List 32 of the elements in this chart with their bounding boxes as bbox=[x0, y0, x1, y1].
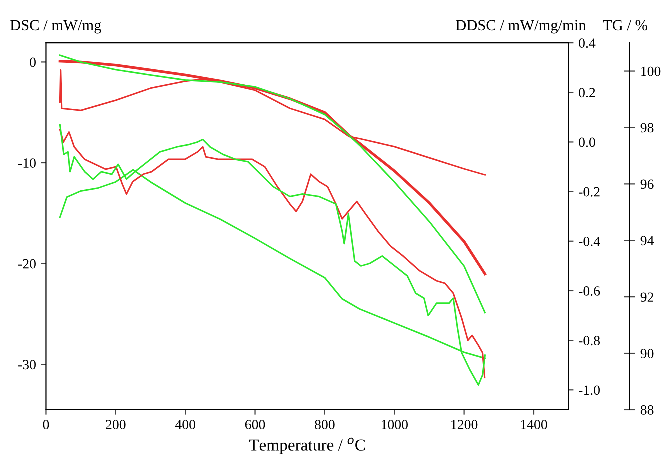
y3-tick-label: 94 bbox=[640, 236, 654, 246]
y-tick-label: 0 bbox=[30, 58, 36, 68]
x-tick-label: 1000 bbox=[382, 420, 408, 430]
y-axis-title: DSC / mW/mg bbox=[10, 20, 102, 34]
y3-tick-label: 100 bbox=[642, 66, 661, 76]
y2-tick-label: 0.0 bbox=[579, 138, 596, 148]
y2-tick-label: -1.0 bbox=[579, 386, 600, 396]
y3-tick-label: 90 bbox=[640, 349, 654, 358]
x-tick-label: 1400 bbox=[521, 420, 548, 430]
line-series bbox=[59, 54, 486, 314]
y3-tick-label: 98 bbox=[640, 123, 654, 133]
x-tick-label: 800 bbox=[315, 420, 335, 430]
x-tick-label: 200 bbox=[106, 420, 126, 430]
x-tick-label: 1200 bbox=[452, 420, 478, 430]
x-tick-label: 400 bbox=[175, 420, 196, 430]
x-axis-title: Temperature / $^{o}$C bbox=[249, 438, 366, 454]
y-tick-label: -30 bbox=[18, 360, 36, 370]
y2-tick-label: 0.4 bbox=[579, 38, 596, 48]
y-tick-label: -20 bbox=[18, 259, 36, 269]
x-tick-label: 0 bbox=[43, 420, 50, 430]
y3-tick-label: 92 bbox=[640, 292, 654, 302]
x-tick-label: 600 bbox=[245, 420, 266, 430]
y2-tick-label: -0.4 bbox=[579, 236, 600, 246]
y3-tick-label: 96 bbox=[640, 180, 654, 190]
y2-axis-title: DDSC / mW/mg/min bbox=[456, 20, 586, 34]
y2-tick-label: 0.2 bbox=[579, 88, 596, 98]
y2-tick-label: -0.8 bbox=[579, 336, 600, 346]
y3-tick-label: 88 bbox=[640, 406, 654, 415]
y3-axis-title: TG / % bbox=[603, 20, 648, 31]
y2-tick-label: -0.6 bbox=[579, 286, 600, 296]
y-tick-label: -10 bbox=[18, 158, 36, 168]
y2-tick-label: -0.2 bbox=[579, 187, 600, 197]
